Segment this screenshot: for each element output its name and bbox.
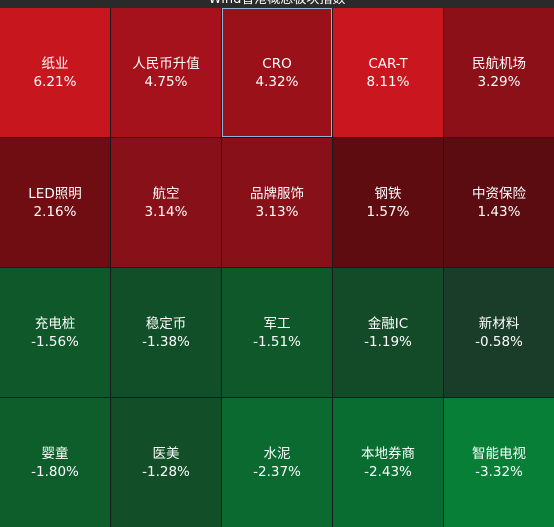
sector-cell[interactable]: CAR-T 8.11% [333, 8, 443, 137]
sector-cell[interactable]: 品牌服饰 3.13% [222, 138, 332, 267]
sector-cell[interactable]: 纸业 6.21% [0, 8, 110, 137]
sector-cell[interactable]: 稳定币 -1.38% [111, 268, 221, 397]
sector-change: -1.80% [31, 463, 79, 480]
sector-change: 3.13% [255, 203, 299, 220]
sector-name: 钢铁 [374, 185, 402, 202]
sector-cell[interactable]: LED照明 2.16% [0, 138, 110, 267]
sector-change: -2.43% [364, 463, 412, 480]
sector-name: 航空 [152, 185, 180, 202]
title: Wind香港概念板块指数 [0, 0, 554, 8]
sector-cell[interactable]: 医美 -1.28% [111, 398, 221, 527]
sector-cell[interactable]: 民航机场 3.29% [444, 8, 554, 137]
sector-name: 稳定币 [145, 315, 187, 332]
sector-change: -0.58% [475, 333, 523, 350]
sector-name: 金融IC [367, 315, 409, 332]
sector-cell[interactable]: 本地券商 -2.43% [333, 398, 443, 527]
sector-name: 品牌服饰 [250, 185, 304, 202]
sector-cell[interactable]: 智能电视 -3.32% [444, 398, 554, 527]
sector-cell[interactable]: 人民币升值 4.75% [111, 8, 221, 137]
sector-name: 水泥 [263, 445, 291, 462]
sector-change: 3.29% [477, 73, 521, 90]
sector-name: 人民币升值 [132, 55, 200, 72]
sector-change: 2.16% [33, 203, 77, 220]
sector-cell[interactable]: 军工 -1.51% [222, 268, 332, 397]
sector-change: -2.37% [253, 463, 301, 480]
sector-name: CRO [262, 55, 292, 72]
sector-name: LED照明 [28, 185, 82, 202]
sector-cell[interactable]: CRO 4.32% [222, 8, 332, 137]
sector-name: 中资保险 [472, 185, 526, 202]
sector-name: 民航机场 [472, 55, 526, 72]
sector-name: 新材料 [478, 315, 520, 332]
sector-change: -3.32% [475, 463, 523, 480]
heatmap-grid: 纸业 6.21% 人民币升值 4.75% CRO 4.32% CAR-T 8.11% 民航机场 3… [0, 8, 554, 527]
sector-change: 1.43% [477, 203, 521, 220]
sector-name: 本地券商 [361, 445, 415, 462]
sector-change: -1.38% [142, 333, 190, 350]
sector-name: 充电桩 [34, 315, 76, 332]
sector-name: 医美 [152, 445, 180, 462]
sector-cell[interactable]: 中资保险 1.43% [444, 138, 554, 267]
sector-name: 婴童 [41, 445, 69, 462]
sector-cell[interactable]: 金融IC -1.19% [333, 268, 443, 397]
sector-cell[interactable]: 婴童 -1.80% [0, 398, 110, 527]
sector-change: -1.28% [142, 463, 190, 480]
sector-change: 6.21% [33, 73, 77, 90]
sector-name: CAR-T [368, 55, 408, 72]
sector-change: 1.57% [366, 203, 410, 220]
sector-change: 4.32% [255, 73, 299, 90]
sector-cell[interactable]: 航空 3.14% [111, 138, 221, 267]
sector-cell[interactable]: 充电桩 -1.56% [0, 268, 110, 397]
sector-cell[interactable]: 钢铁 1.57% [333, 138, 443, 267]
sector-cell[interactable]: 水泥 -2.37% [222, 398, 332, 527]
sector-change: -1.51% [253, 333, 301, 350]
sector-change: 8.11% [366, 73, 410, 90]
sector-name: 纸业 [41, 55, 69, 72]
sector-change: 3.14% [144, 203, 188, 220]
sector-name: 军工 [263, 315, 291, 332]
sector-change: 4.75% [144, 73, 188, 90]
sector-change: -1.56% [31, 333, 79, 350]
sector-change: -1.19% [364, 333, 412, 350]
sector-name: 智能电视 [472, 445, 526, 462]
sector-cell[interactable]: 新材料 -0.58% [444, 268, 554, 397]
